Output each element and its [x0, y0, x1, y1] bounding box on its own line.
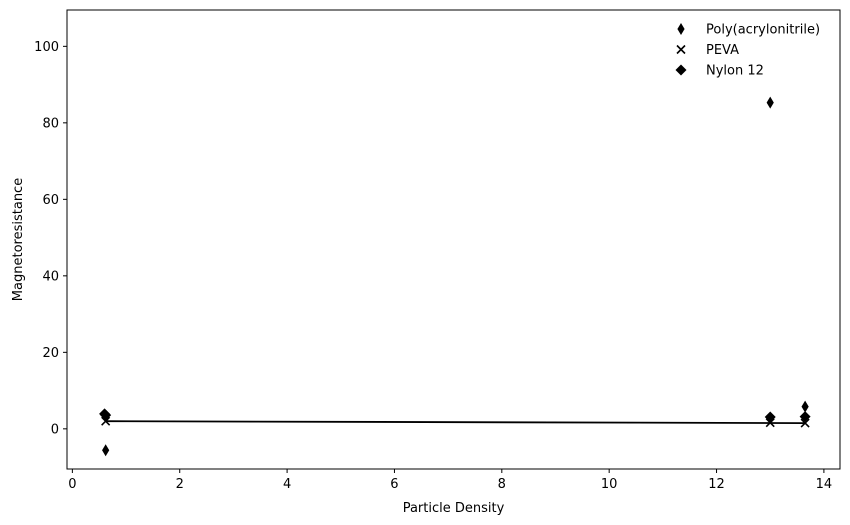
x-tick-label: 14 — [816, 477, 833, 492]
legend-marker-2 — [676, 44, 686, 55]
legend: Poly(acrylonitrile) PEVA Nylon 12 — [675, 23, 820, 79]
nylon-12-point — [764, 411, 776, 423]
x-tick-label: 2 — [176, 477, 184, 492]
nylon-12-point — [799, 411, 811, 423]
poly-acrylonitrile-point — [801, 400, 809, 413]
x-tick-label: 4 — [283, 477, 291, 492]
y-axis: 0 20 40 60 80 100 — [34, 40, 67, 437]
fit-line-layer — [105, 420, 806, 425]
legend-label: Poly(acrylonitrile) — [706, 23, 820, 38]
plot-area — [66, 9, 841, 470]
y-tick-label: 60 — [42, 193, 59, 208]
peva-point — [765, 418, 775, 428]
x-tick-label: 12 — [708, 477, 725, 492]
x-tick-label: 10 — [601, 477, 618, 492]
y-axis-title: Magnetoresistance — [11, 178, 26, 301]
poly-acrylonitrile-point — [766, 96, 774, 109]
y-tick-label: 40 — [42, 269, 59, 284]
x-axis-title: Particle Density — [403, 501, 505, 516]
y-tick-label: 0 — [51, 422, 59, 437]
fit-line — [105, 420, 806, 425]
y-tick-label: 100 — [34, 40, 59, 55]
legend-marker-1 — [677, 23, 685, 35]
x-tick-label: 0 — [68, 477, 76, 492]
x-tick-label: 8 — [498, 477, 506, 492]
legend-label: PEVA — [706, 43, 739, 58]
peva-point — [101, 416, 111, 426]
poly-acrylonitrile-point — [102, 444, 110, 457]
x-axis: 0 2 4 6 8 10 12 14 — [68, 469, 832, 492]
points-layer — [99, 96, 811, 457]
x-tick-label: 6 — [390, 477, 398, 492]
y-tick-label: 80 — [42, 116, 59, 131]
legend-label: Nylon 12 — [706, 64, 764, 79]
peva-point — [800, 418, 810, 428]
y-tick-label: 20 — [42, 346, 59, 361]
nylon-12-point — [100, 409, 112, 421]
legend-marker-3 — [675, 64, 687, 76]
